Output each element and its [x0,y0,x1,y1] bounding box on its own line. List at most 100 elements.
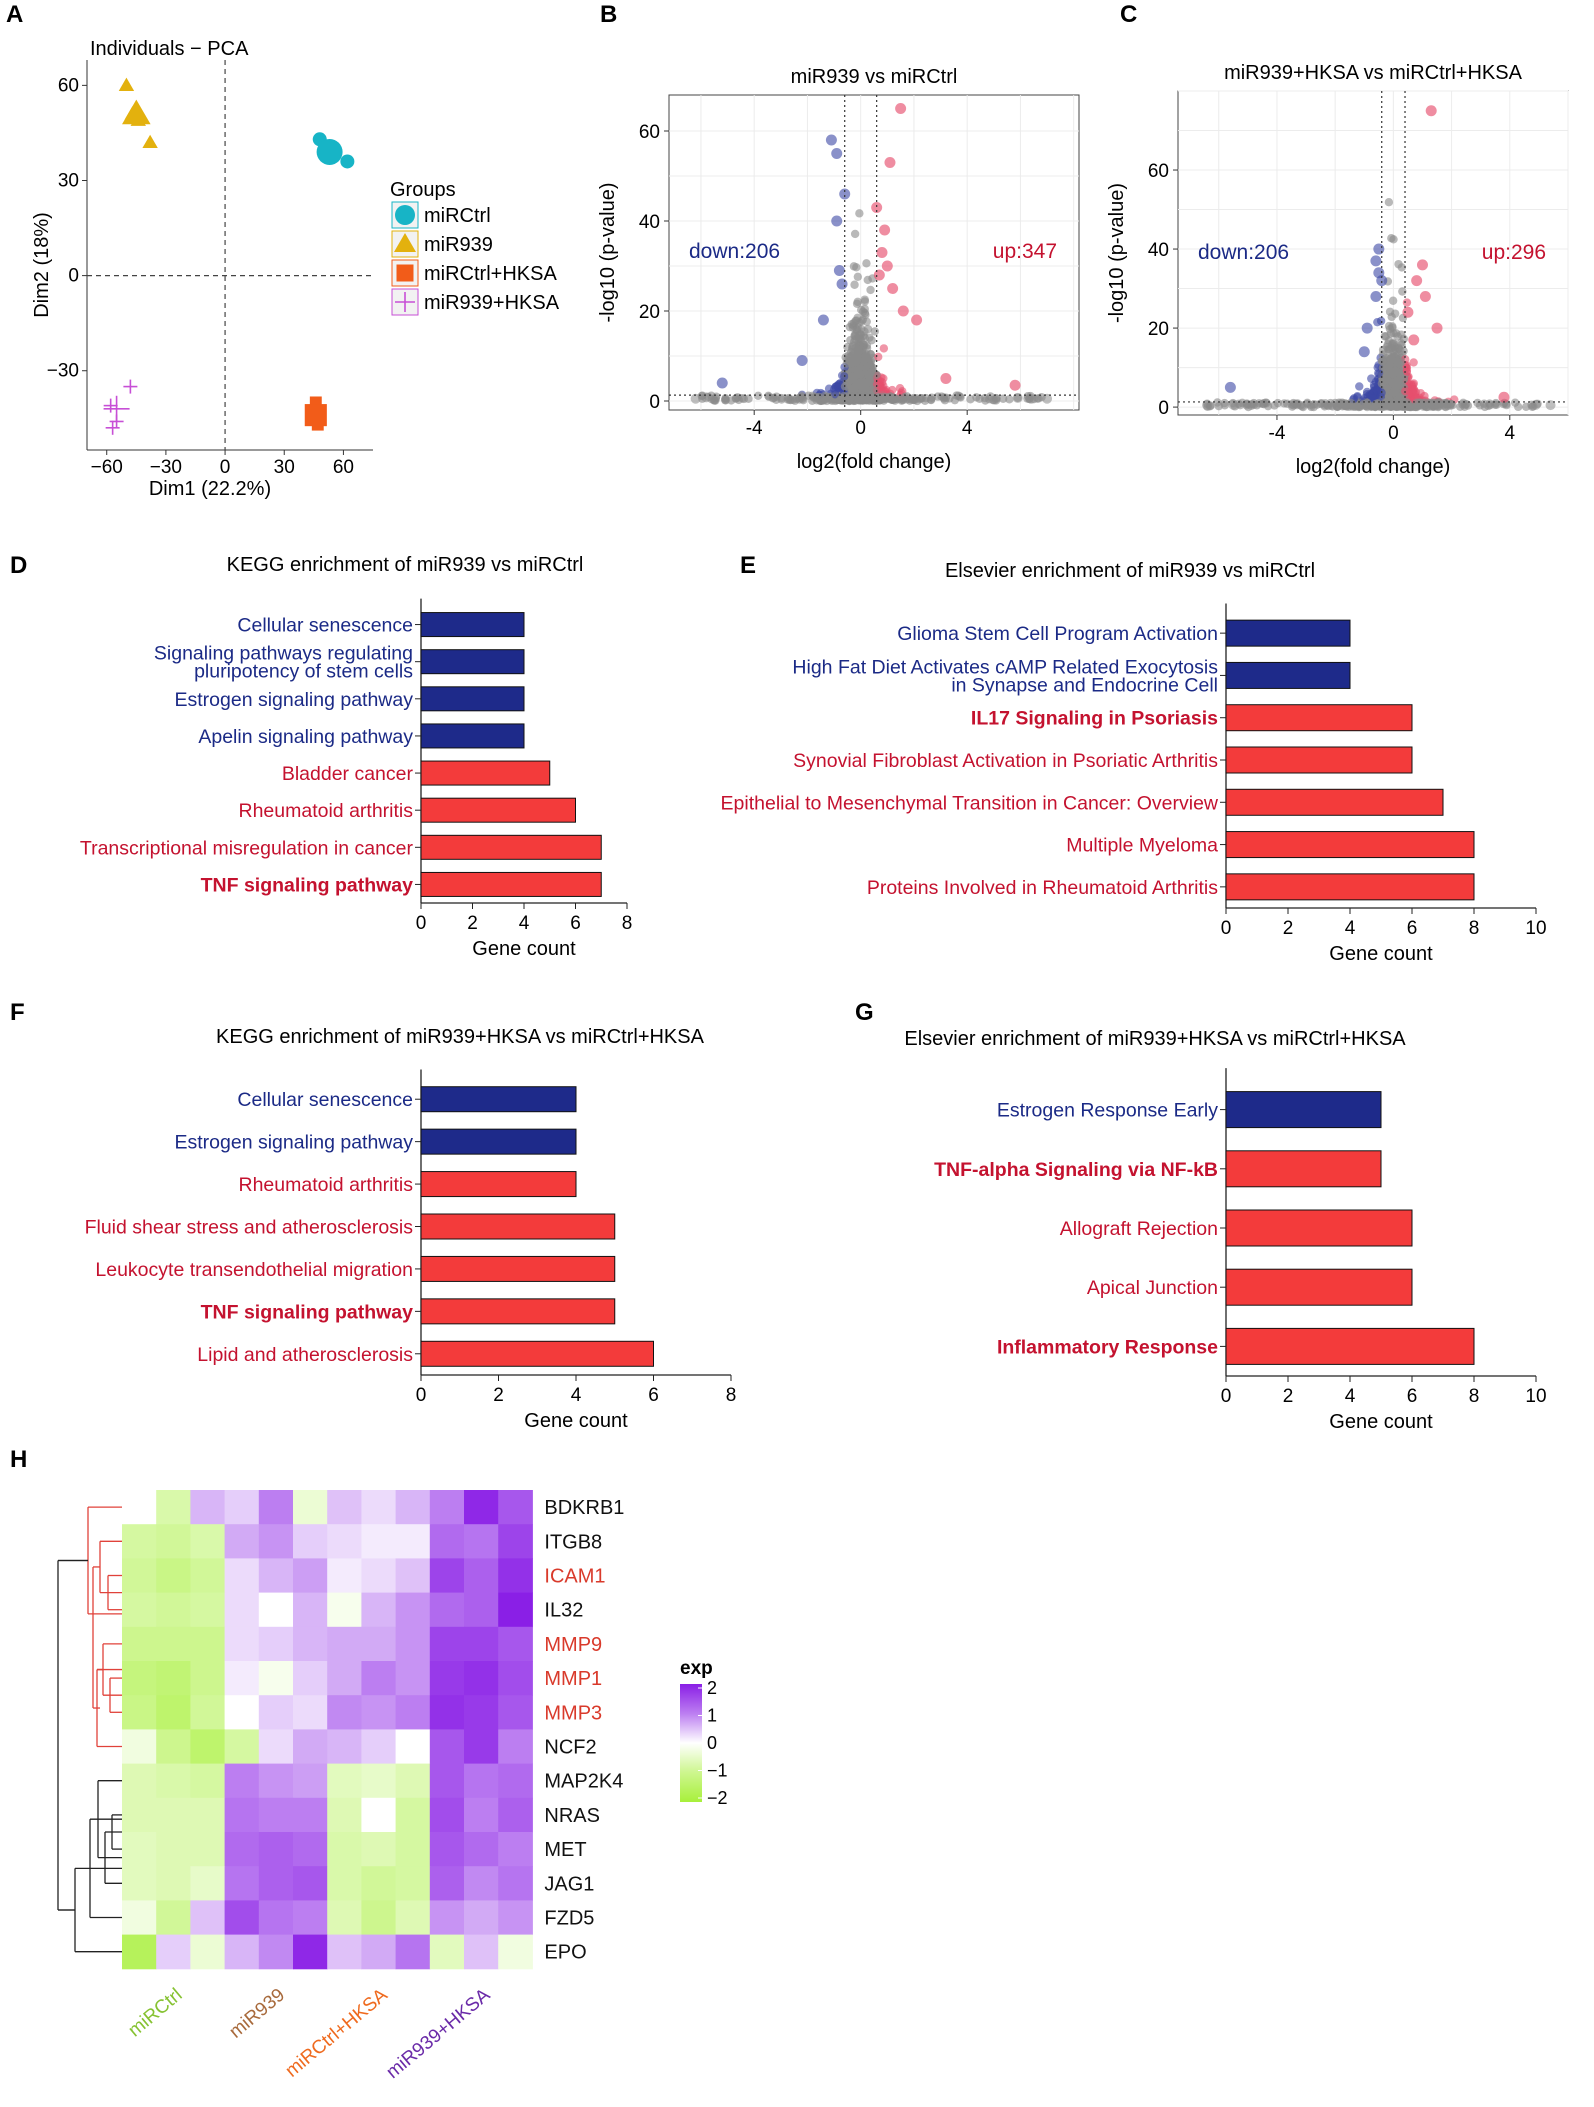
volcano-x-tick-label: 4 [962,418,973,439]
volcano-point-down [1370,255,1382,267]
heatmap-cell [122,1592,157,1628]
heatmap-cell [464,1592,499,1628]
volcano-point [855,209,864,218]
volcano-point [1378,345,1388,355]
heatmap-cell [361,1490,397,1525]
bar-x-tick-label: 0 [1221,918,1232,939]
volcano-point [878,395,887,404]
heatmap-cell [258,1900,294,1936]
heatmap-cell [190,1524,226,1559]
heatmap-row-label: BDKRB1 [544,1497,624,1519]
heatmap-cell [395,1524,431,1559]
bar-category-label: Lipid and atherosclerosis [197,1344,413,1366]
heatmap-cell [156,1763,191,1799]
volcano-point-ns [701,392,712,403]
enrichment-bar [1225,788,1444,816]
volcano-point-ns [1228,399,1239,410]
volcano-x-tick-label: 4 [1505,423,1516,444]
volcano-point [830,390,840,399]
volcano-point [850,383,859,392]
volcano-point [866,368,875,378]
heatmap-cell [224,1695,260,1730]
volcano-point [744,394,753,403]
volcano-point [1388,379,1397,388]
volcano-point-ns [1012,392,1023,403]
volcano-point [926,395,936,405]
heatmap-cell [258,1524,294,1559]
bar-category-label: pluripotency of stem cells [194,661,413,683]
bar-category-label: Estrogen signaling pathway [175,1132,414,1154]
heatmap-cell [258,1729,294,1765]
heatmap-row-label: MMP9 [544,1634,602,1656]
heatmap-row-label: FZD5 [544,1908,594,1930]
heatmap-row-label: EPO [544,1942,586,1964]
heatmap-cell [498,1866,533,1901]
volcano-x-tick-label: -4 [746,418,763,439]
pca-legend-label: miR939+HKSA [424,292,560,314]
volcano-point-down [1376,275,1388,287]
pca-point-miR939+HKSA [103,398,118,413]
volcano-point [911,393,921,403]
volcano-point [1480,402,1490,412]
volcano-point [1355,382,1364,391]
volcano-point-up [1402,306,1414,318]
heatmap-cell [156,1626,191,1662]
heatmap-cell [498,1661,533,1696]
volcano-point [1309,399,1319,409]
bar-panel-d: KEGG enrichment of miR939 vs miRCtrl Cell… [80,554,632,960]
heatmap-cell [258,1592,294,1628]
volcano-point [1394,343,1403,353]
heatmap-cell [464,1797,499,1833]
volcano-point [721,394,730,404]
heatmap-cell [395,1797,431,1833]
pca-point-miR939 [142,134,158,149]
heatmap-cell [156,1934,191,1970]
volcano-point-up [884,157,896,168]
volcano-point-down [1373,243,1385,255]
enrichment-bar [420,1128,577,1155]
enrichment-bar [1225,1209,1413,1247]
panel-letter-e: E [740,552,756,579]
heatmap-cell [293,1900,328,1936]
heatmap-cell [361,1866,397,1901]
pca-x-tick-label: 0 [220,457,231,478]
heatmap-cell [498,1832,533,1867]
bar-category-label: Rheumatoid arthritis [239,1174,414,1196]
heatmap-cell [429,1490,465,1525]
heatmap-cell [395,1558,431,1594]
heatmap-cell [395,1763,431,1799]
heatmap-cell [156,1490,191,1525]
bar-category-label: Apelin signaling pathway [198,726,413,748]
heatmap-cell [122,1832,157,1867]
volcano-down-count: down:206 [689,240,780,263]
volcano-point-up [887,283,899,294]
heatmap-cell [327,1490,362,1525]
volcano-point [1363,398,1372,408]
heatmap-row-label: JAG1 [544,1873,594,1895]
volcano-point [1427,398,1436,408]
enrichment-bar [420,760,551,786]
heatmap-group-label: miR939 [225,1985,289,2043]
panel-letter-a: A [6,1,23,28]
heatmap-cell [122,1729,157,1765]
volcano-point [975,394,984,404]
volcano-point [1387,355,1397,364]
volcano-point-up [940,373,952,384]
panel-letter-c: C [1120,1,1137,28]
heatmap-row-label: NRAS [544,1805,600,1827]
heatmap-cell [327,1524,362,1559]
volcano-point [852,299,862,308]
heatmap-cell [429,1558,465,1594]
pca-point-miRCtrl [340,154,355,169]
volcano-x-tick-label: 0 [1388,423,1399,444]
bar-category-label: Synovial Fibroblast Activation in Psoria… [793,750,1218,772]
volcano-point [1389,235,1398,244]
volcano-point-up [876,247,888,258]
pca-legend-marker [395,292,415,312]
heatmap-cell [122,1558,157,1594]
pca-centroid-miR939 [122,99,151,125]
bar-chart-title: KEGG enrichment of miR939+HKSA vs miRCtr… [216,1026,705,1048]
heatmap-cell [190,1661,226,1696]
heatmap-cell [224,1524,260,1559]
volcano-point [1352,402,1362,411]
